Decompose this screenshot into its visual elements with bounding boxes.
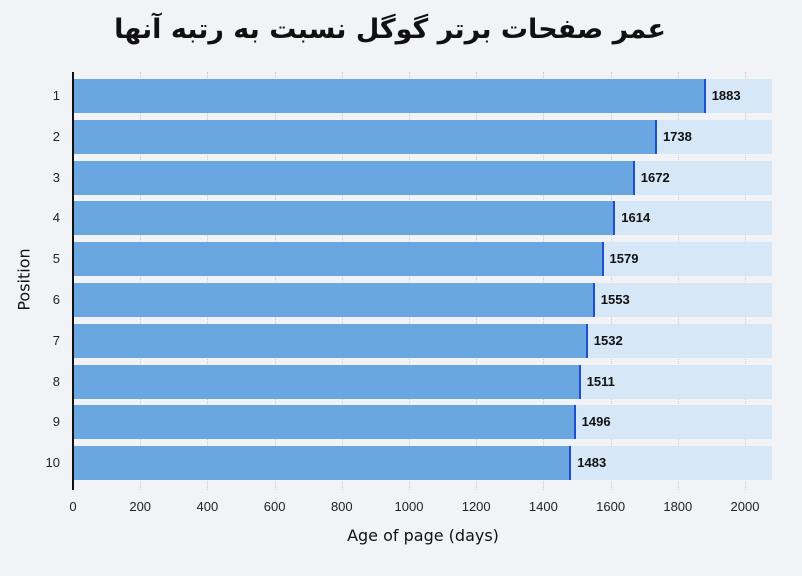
x-tick-label: 1400: [528, 499, 558, 514]
gridline: [610, 72, 612, 490]
bar-row: 1672: [73, 160, 772, 195]
bar-row: 1738: [73, 119, 772, 154]
gridline: [140, 72, 142, 490]
y-tick-label: 6: [52, 292, 60, 307]
x-tick-label: 200: [129, 499, 152, 514]
y-tick-label: 2: [52, 128, 60, 144]
bar-row: 1511: [73, 364, 772, 399]
bar-value-label: 1483: [577, 455, 607, 471]
y-tick-label: 4: [52, 210, 60, 226]
bar-row: 1483: [73, 446, 772, 481]
bar-value-label: 1579: [609, 251, 639, 267]
bar[interactable]: [73, 201, 616, 236]
bar[interactable]: [73, 364, 581, 399]
gridline: [543, 72, 545, 490]
gridline: [207, 72, 209, 490]
bar[interactable]: [73, 242, 604, 277]
x-tick-label: 1800: [663, 499, 693, 514]
bar-row: 1579: [73, 242, 772, 277]
gridline: [476, 72, 478, 490]
gridline: [409, 72, 410, 490]
bar[interactable]: [73, 446, 572, 481]
x-tick-label: 800: [330, 499, 353, 514]
x-tick-label: 400: [196, 499, 219, 514]
bar-value-label: 1553: [600, 292, 630, 307]
y-tick-label: 8: [52, 373, 60, 389]
y-tick-label: 3: [52, 169, 60, 185]
y-tick-label: 1: [52, 88, 60, 103]
gridline: [274, 72, 276, 490]
x-axis-label: Age of page (days): [347, 526, 499, 545]
bar-value-label: 1496: [581, 414, 611, 430]
bar-value-label: 1672: [640, 169, 670, 185]
bar-row: 1614: [73, 201, 772, 236]
bar-row: 1883: [73, 79, 772, 113]
x-tick-label: 600: [263, 499, 286, 514]
bar-value-label: 1738: [662, 128, 692, 144]
y-tick-label: 9: [52, 414, 60, 430]
x-tick-label: 0: [69, 499, 77, 514]
bar[interactable]: [73, 160, 635, 195]
x-tick-label: 2000: [730, 499, 760, 514]
bar-row: 1532: [73, 323, 772, 358]
gridline: [341, 72, 343, 490]
gridline: [677, 72, 679, 490]
bar-value-label: 1532: [593, 332, 623, 348]
bar-value-label: 1511: [586, 373, 615, 389]
bar[interactable]: [73, 119, 657, 154]
y-tick-label: 7: [52, 332, 60, 348]
bar-value-label: 1614: [621, 210, 651, 226]
y-axis-label: Position: [14, 248, 34, 311]
chart-title: عمر صفحات برتر گوگل نسبت به رتبه آنها: [114, 14, 666, 45]
bar[interactable]: [73, 405, 576, 440]
x-tick-label: 1200: [461, 499, 491, 514]
y-tick-label: 10: [45, 455, 60, 471]
bar[interactable]: [73, 323, 588, 358]
x-tick-label: 1000: [394, 499, 424, 514]
bar-value-label: 1883: [711, 88, 741, 103]
gridline: [745, 72, 746, 490]
y-axis-line: [72, 72, 74, 490]
bar[interactable]: [73, 283, 595, 317]
plot-area: 1883 1738 1672 1614 1579 1553 1532 1511 1496 1483: [73, 72, 783, 490]
y-tick-label: 5: [52, 251, 60, 267]
bar-row: 1496: [73, 405, 772, 440]
x-tick-label: 1600: [596, 499, 626, 514]
bar[interactable]: [73, 79, 706, 113]
bar-row: 1553: [73, 283, 772, 317]
